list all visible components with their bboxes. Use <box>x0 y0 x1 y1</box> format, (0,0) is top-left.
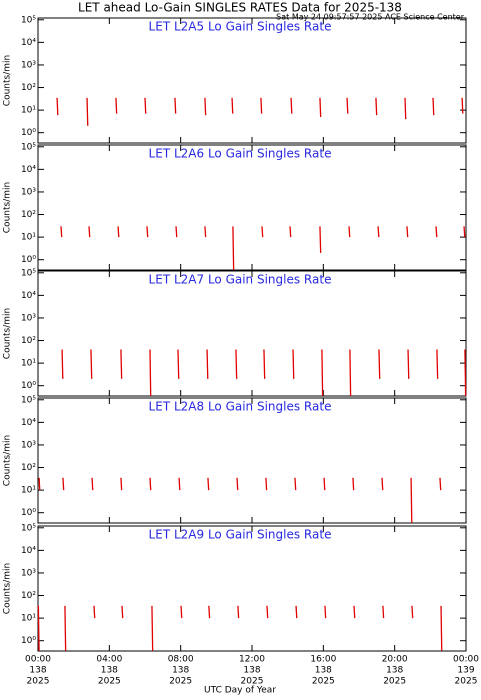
panel-title: LET L2A5 Lo Gain Singles Rate <box>149 20 332 34</box>
y-axis-label: Counts/min <box>3 563 13 614</box>
x-tick-label: 00:00 <box>25 655 51 665</box>
x-tick-sublabel: 138 <box>101 666 118 676</box>
y-tick-label: 10² <box>21 591 36 601</box>
x-tick-sublabel: 138 <box>386 666 403 676</box>
chart-subtitle: Sat May 24 09:57:57 2025 ACE Science Cen… <box>276 13 465 22</box>
y-tick-label: 10⁵ <box>21 15 36 25</box>
x-tick-sublabel: 2025 <box>383 677 406 687</box>
x-tick-label: 12:00 <box>239 655 265 665</box>
y-axis-label: Counts/min <box>3 182 13 233</box>
x-tick-sublabel: 2025 <box>312 677 335 687</box>
panel-title: LET L2A9 Lo Gain Singles Rate <box>149 528 332 542</box>
y-tick-label: 10³ <box>21 568 36 578</box>
y-tick-label: 10³ <box>21 187 36 197</box>
y-tick-label: 10⁴ <box>21 291 36 301</box>
y-tick-label: 10⁵ <box>21 395 36 405</box>
y-tick-label: 10⁰ <box>21 255 36 265</box>
x-tick-label: 08:00 <box>168 655 194 665</box>
x-tick-sublabel: 138 <box>29 666 46 676</box>
data-line <box>37 605 443 652</box>
data-line <box>38 477 442 524</box>
y-tick-label: 10² <box>21 83 36 93</box>
y-tick-label: 10⁰ <box>21 508 36 518</box>
x-tick-label: 04:00 <box>96 655 122 665</box>
panel-title: LET L2A8 Lo Gain Singles Rate <box>149 400 332 414</box>
y-tick-label: 10² <box>21 463 36 473</box>
x-tick-sublabel: 138 <box>315 666 332 676</box>
y-tick-label: 10³ <box>21 313 36 323</box>
y-tick-label: 10¹ <box>21 233 36 243</box>
y-tick-label: 10⁰ <box>21 636 36 646</box>
y-tick-label: 10⁴ <box>21 546 36 556</box>
data-line <box>56 97 464 126</box>
y-tick-label: 10⁴ <box>21 165 36 175</box>
x-tick-sublabel: 2025 <box>241 677 264 687</box>
y-tick-label: 10¹ <box>21 486 36 496</box>
y-axis-label: Counts/min <box>3 55 13 106</box>
y-tick-label: 10¹ <box>21 106 36 116</box>
y-tick-label: 10² <box>21 336 36 346</box>
x-tick-label: 16:00 <box>310 655 336 665</box>
y-tick-label: 10⁴ <box>21 38 36 48</box>
y-axis-label: Counts/min <box>3 435 13 486</box>
x-axis-label: UTC Day of Year <box>204 686 276 696</box>
panel-title: LET L2A6 Lo Gain Singles Rate <box>149 147 332 161</box>
x-tick-label: 20:00 <box>382 655 408 665</box>
x-tick-sublabel: 2025 <box>455 677 478 687</box>
y-tick-label: 10⁵ <box>21 268 36 278</box>
y-tick-label: 10¹ <box>21 614 36 624</box>
y-tick-label: 10⁰ <box>21 128 36 138</box>
x-tick-sublabel: 139 <box>457 666 474 676</box>
x-tick-label: 00:00 <box>453 655 479 665</box>
y-tick-label: 10¹ <box>21 359 36 369</box>
x-tick-sublabel: 138 <box>172 666 189 676</box>
y-tick-label: 10⁰ <box>21 381 36 391</box>
x-tick-sublabel: 2025 <box>27 677 50 687</box>
y-tick-label: 10⁴ <box>21 418 36 428</box>
y-tick-label: 10³ <box>21 60 36 70</box>
y-tick-label: 10⁵ <box>21 142 36 152</box>
x-tick-sublabel: 2025 <box>98 677 121 687</box>
y-tick-label: 10⁵ <box>21 523 36 533</box>
y-tick-label: 10² <box>21 210 36 220</box>
y-axis-label: Counts/min <box>3 308 13 359</box>
data-line <box>60 226 466 271</box>
x-tick-sublabel: 2025 <box>169 677 192 687</box>
x-tick-sublabel: 138 <box>243 666 260 676</box>
data-line <box>61 349 467 397</box>
chart-title: LET ahead Lo-Gain SINGLES RATES Data for… <box>78 1 402 15</box>
y-tick-label: 10³ <box>21 440 36 450</box>
panel-title: LET L2A7 Lo Gain Singles Rate <box>149 273 332 287</box>
